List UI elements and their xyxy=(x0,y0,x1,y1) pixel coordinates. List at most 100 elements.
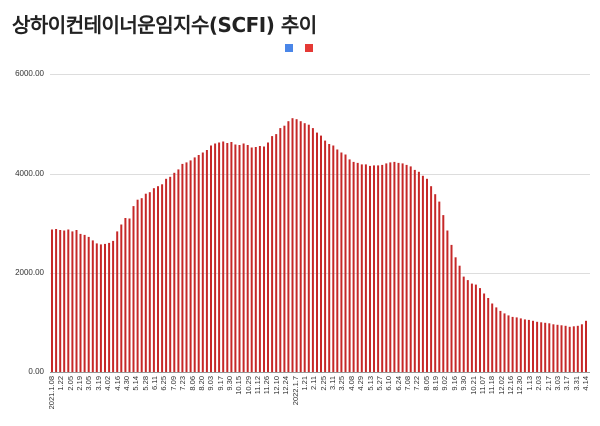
bar xyxy=(409,166,412,372)
bar xyxy=(503,313,506,372)
bar xyxy=(328,144,331,372)
bar xyxy=(523,319,526,372)
bar xyxy=(332,145,335,372)
bar xyxy=(527,319,530,372)
legend-swatch-red xyxy=(305,44,313,52)
bar xyxy=(381,164,384,372)
x-tick-label: 9.16 xyxy=(449,376,459,391)
bar xyxy=(295,119,298,372)
bar xyxy=(120,224,123,372)
x-tick-label: 9.30 xyxy=(459,376,469,391)
bar xyxy=(63,230,66,372)
x-tick-label: 12.30 xyxy=(515,376,525,395)
x-tick-label: 8.19 xyxy=(431,376,441,391)
bar xyxy=(144,193,147,372)
bar xyxy=(389,162,392,372)
bar xyxy=(108,242,111,372)
bar xyxy=(226,143,229,372)
x-tick-label: 8.06 xyxy=(187,376,197,391)
bar xyxy=(112,240,115,372)
x-tick-label: 9.03 xyxy=(206,376,216,391)
bar xyxy=(254,147,257,372)
bar xyxy=(483,293,486,372)
bar xyxy=(466,280,469,372)
x-tick-label: 10.15 xyxy=(234,376,244,395)
bar xyxy=(59,230,62,372)
x-tick-label: 10.21 xyxy=(468,376,478,395)
bar xyxy=(421,175,424,372)
bar xyxy=(413,169,416,372)
bar xyxy=(393,161,396,372)
bar xyxy=(51,229,53,372)
x-tick-label: 7.23 xyxy=(178,376,188,391)
x-tick-label: 6.24 xyxy=(393,376,403,391)
x-tick-label: 11.07 xyxy=(477,376,487,395)
bar xyxy=(283,125,286,372)
bar xyxy=(197,155,200,372)
x-tick-label: 8.05 xyxy=(421,376,431,391)
x-tick-label: 2.19 xyxy=(75,376,85,391)
bar xyxy=(430,186,433,372)
bar xyxy=(487,298,490,372)
x-axis-line xyxy=(50,372,590,373)
bar xyxy=(79,233,82,372)
bar xyxy=(152,188,155,372)
x-tick-label: 3.19 xyxy=(93,376,103,391)
bar xyxy=(479,288,481,372)
x-tick-label: 1.22 xyxy=(56,376,66,391)
x-tick-label: 3.11 xyxy=(328,376,338,391)
bar xyxy=(373,165,375,372)
bar xyxy=(148,192,151,372)
x-tick-label: 6.11 xyxy=(150,376,160,391)
bar xyxy=(238,145,241,372)
bar xyxy=(132,206,135,372)
bar xyxy=(507,315,510,372)
x-tick-label: 4.02 xyxy=(103,376,113,391)
y-tick-6000: 6000.00 xyxy=(15,69,44,78)
bar xyxy=(75,230,78,372)
x-tick-label: 1.21 xyxy=(299,376,309,391)
bar xyxy=(462,276,465,372)
bar xyxy=(258,146,261,372)
x-tick-label: 5.28 xyxy=(140,376,150,391)
x-tick-label: 2.03 xyxy=(534,376,544,391)
bar xyxy=(556,324,559,372)
bar xyxy=(580,324,583,372)
y-tick-0: 0.00 xyxy=(28,367,44,376)
bar xyxy=(344,154,347,372)
x-tick-label: 4.08 xyxy=(346,376,356,391)
bar xyxy=(189,160,192,372)
x-tick-label: 12.10 xyxy=(271,376,281,395)
bar xyxy=(299,121,302,372)
bar xyxy=(287,121,290,372)
bar xyxy=(340,152,343,372)
x-tick-label: 2.25 xyxy=(318,376,328,391)
bar xyxy=(104,243,106,372)
bar xyxy=(336,149,339,372)
bar xyxy=(173,172,176,372)
bar xyxy=(140,198,143,372)
x-tick-label: 4.14 xyxy=(581,376,590,391)
bar xyxy=(320,135,322,372)
bar xyxy=(434,194,437,372)
bar xyxy=(572,326,575,372)
bar xyxy=(67,229,70,372)
bar xyxy=(474,284,477,372)
bar xyxy=(360,164,363,372)
x-tick-label: 2.17 xyxy=(543,376,553,391)
bar xyxy=(397,162,400,372)
bar xyxy=(181,163,184,372)
bar xyxy=(552,324,555,372)
x-tick-label: 2.05 xyxy=(65,376,75,391)
x-tick-label: 2021.1.08 xyxy=(47,376,56,410)
bar xyxy=(491,303,494,372)
bar xyxy=(401,163,404,372)
bar xyxy=(246,145,249,372)
bar xyxy=(564,325,567,372)
legend xyxy=(285,44,313,52)
bar xyxy=(356,162,359,372)
x-tick-label: 12.24 xyxy=(281,376,291,395)
bar xyxy=(458,265,461,372)
bar xyxy=(128,218,131,372)
bar xyxy=(519,318,522,372)
